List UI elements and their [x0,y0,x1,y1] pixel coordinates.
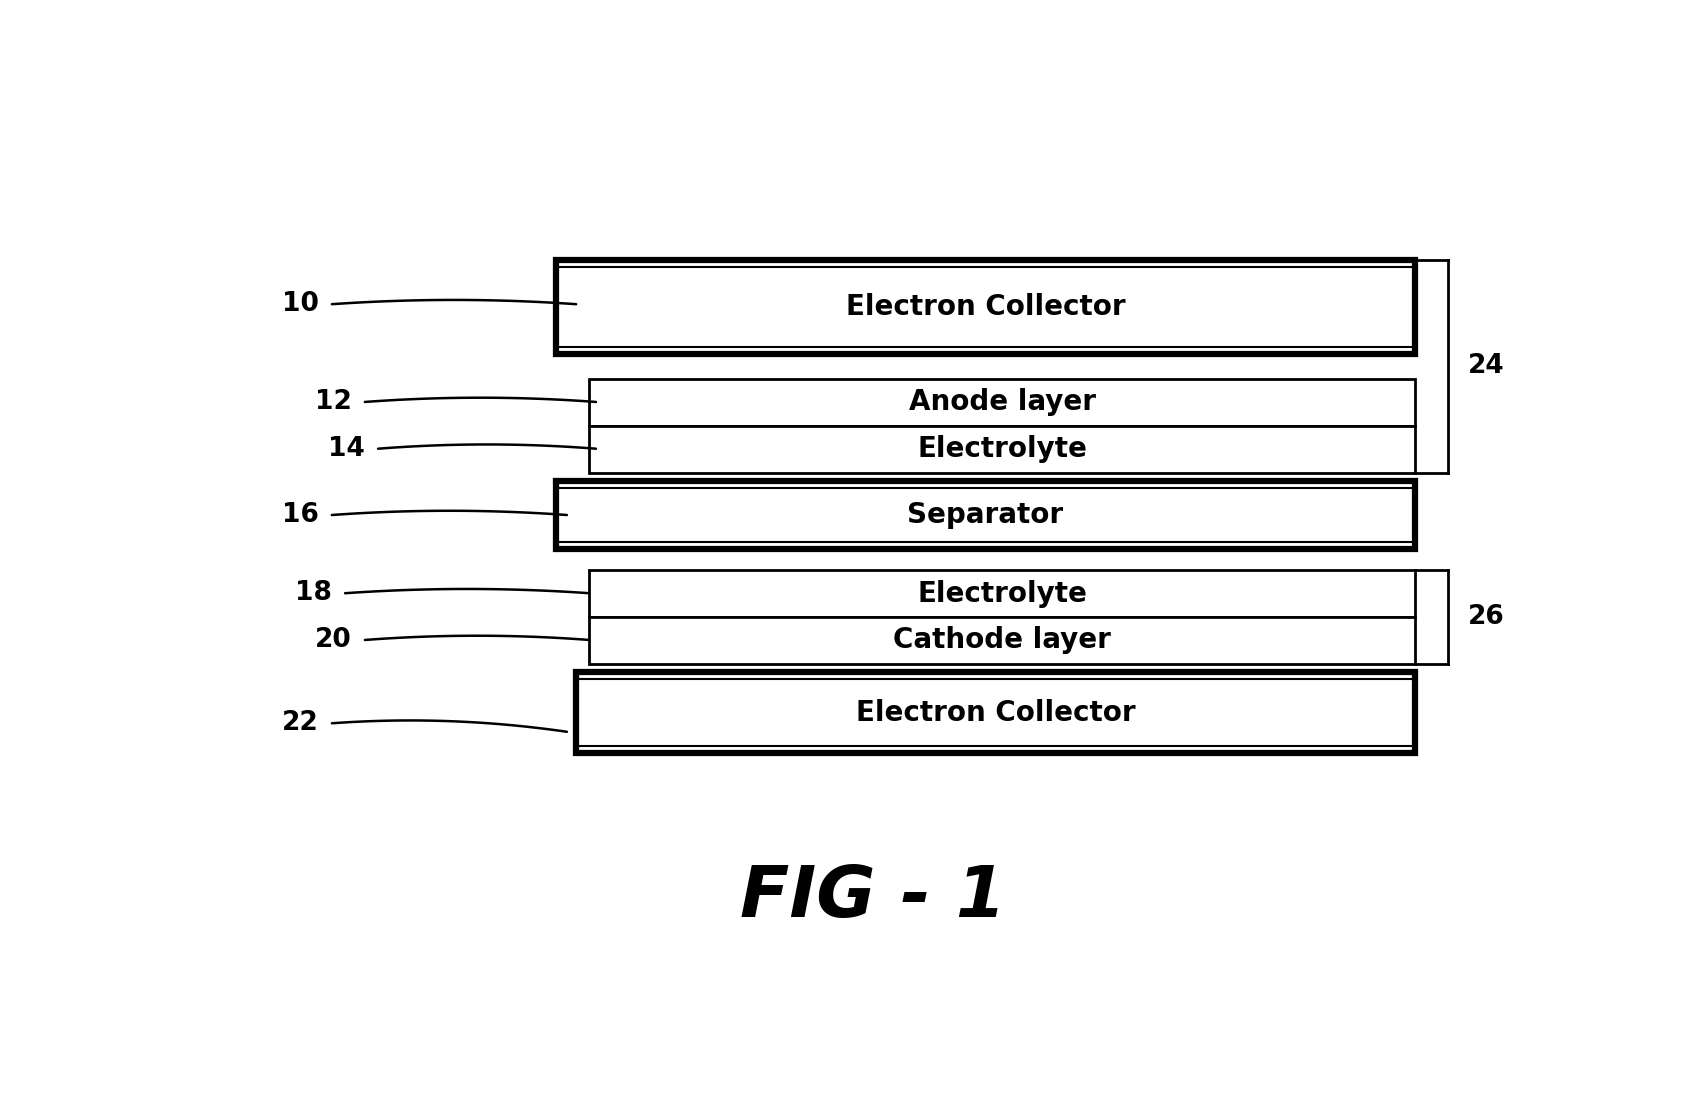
Text: Electrolyte: Electrolyte [917,435,1087,464]
Text: 14: 14 [329,436,365,461]
Bar [576,672,1414,753]
Text: FIG - 1: FIG - 1 [740,863,1007,932]
Text: Electron Collector: Electron Collector [845,293,1125,321]
Text: 18: 18 [295,581,332,606]
Text: Cathode layer: Cathode layer [893,626,1111,655]
Text: Separator: Separator [908,501,1063,529]
Text: 10: 10 [281,291,319,317]
Bar [590,426,1414,473]
Bar [556,481,1414,549]
Text: 16: 16 [281,502,319,528]
Bar [590,379,1414,426]
Text: 20: 20 [315,627,351,652]
Bar [590,617,1414,664]
Text: 24: 24 [1467,353,1505,380]
Text: Anode layer: Anode layer [908,389,1096,416]
Text: Electrolyte: Electrolyte [917,580,1087,607]
Text: 22: 22 [281,710,319,736]
Bar [590,571,1414,617]
Text: 26: 26 [1467,604,1505,630]
Text: 12: 12 [315,389,351,415]
Text: Electron Collector: Electron Collector [855,699,1135,726]
Bar [556,261,1414,353]
